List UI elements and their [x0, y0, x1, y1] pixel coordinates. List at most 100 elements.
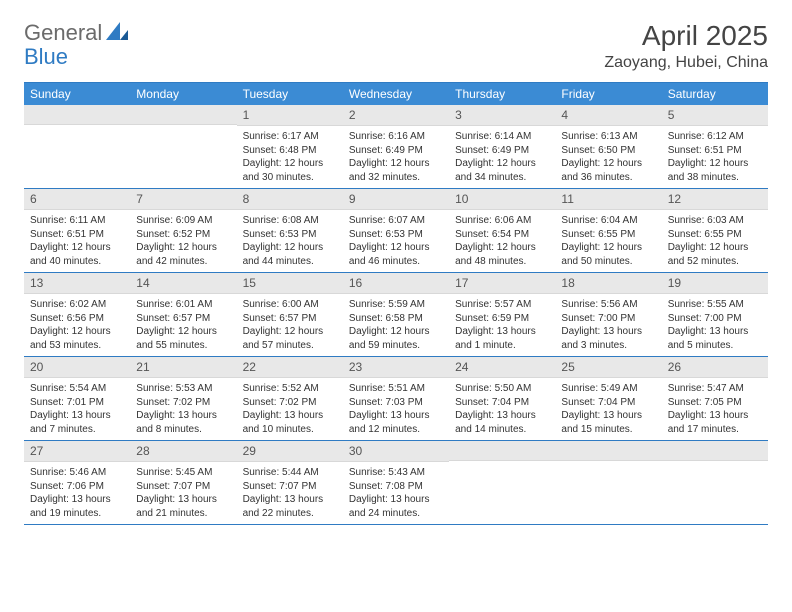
day-number — [130, 105, 236, 125]
day-line: Sunset: 7:02 PM — [136, 396, 230, 410]
day-cell: 14Sunrise: 6:01 AMSunset: 6:57 PMDayligh… — [130, 273, 236, 356]
day-cell: 19Sunrise: 5:55 AMSunset: 7:00 PMDayligh… — [662, 273, 768, 356]
day-line: Sunset: 6:56 PM — [30, 312, 124, 326]
day-line: Daylight: 13 hours — [561, 325, 655, 339]
day-cell: 11Sunrise: 6:04 AMSunset: 6:55 PMDayligh… — [555, 189, 661, 272]
day-number: 26 — [662, 357, 768, 378]
day-line: and 46 minutes. — [349, 255, 443, 269]
day-cell: 16Sunrise: 5:59 AMSunset: 6:58 PMDayligh… — [343, 273, 449, 356]
day-content: Sunrise: 6:03 AMSunset: 6:55 PMDaylight:… — [662, 210, 768, 272]
logo-triangle-icon — [106, 20, 128, 46]
weekday-friday: Friday — [555, 83, 661, 105]
day-number: 17 — [449, 273, 555, 294]
day-line: and 15 minutes. — [561, 423, 655, 437]
day-number — [662, 441, 768, 461]
logo-text-blue: Blue — [24, 44, 68, 70]
day-line: and 38 minutes. — [668, 171, 762, 185]
header: General April 2025 Zaoyang, Hubei, China — [24, 20, 768, 72]
day-line: Sunrise: 6:03 AM — [668, 214, 762, 228]
day-line: Sunset: 7:02 PM — [243, 396, 337, 410]
day-line: Sunrise: 5:47 AM — [668, 382, 762, 396]
day-number: 9 — [343, 189, 449, 210]
day-line: Sunrise: 5:45 AM — [136, 466, 230, 480]
day-line: Daylight: 12 hours — [561, 157, 655, 171]
day-line: Sunrise: 6:01 AM — [136, 298, 230, 312]
day-number: 15 — [237, 273, 343, 294]
week-row: 1Sunrise: 6:17 AMSunset: 6:48 PMDaylight… — [24, 105, 768, 189]
day-number: 11 — [555, 189, 661, 210]
day-content: Sunrise: 6:06 AMSunset: 6:54 PMDaylight:… — [449, 210, 555, 272]
day-line: Daylight: 13 hours — [561, 409, 655, 423]
week-row: 27Sunrise: 5:46 AMSunset: 7:06 PMDayligh… — [24, 441, 768, 525]
day-line: and 34 minutes. — [455, 171, 549, 185]
day-line: Sunrise: 5:51 AM — [349, 382, 443, 396]
day-cell: 13Sunrise: 6:02 AMSunset: 6:56 PMDayligh… — [24, 273, 130, 356]
logo-text-general: General — [24, 20, 102, 46]
day-line: and 32 minutes. — [349, 171, 443, 185]
day-line: Sunrise: 5:54 AM — [30, 382, 124, 396]
day-cell: 1Sunrise: 6:17 AMSunset: 6:48 PMDaylight… — [237, 105, 343, 188]
day-content: Sunrise: 6:16 AMSunset: 6:49 PMDaylight:… — [343, 126, 449, 188]
day-line: Sunset: 6:49 PM — [455, 144, 549, 158]
day-line: and 50 minutes. — [561, 255, 655, 269]
day-number: 16 — [343, 273, 449, 294]
day-line: Sunrise: 5:43 AM — [349, 466, 443, 480]
day-line: Sunrise: 5:49 AM — [561, 382, 655, 396]
day-line: Daylight: 13 hours — [136, 409, 230, 423]
day-line: Sunrise: 6:04 AM — [561, 214, 655, 228]
day-line: Daylight: 12 hours — [349, 157, 443, 171]
day-line: Sunset: 7:07 PM — [243, 480, 337, 494]
week-row: 6Sunrise: 6:11 AMSunset: 6:51 PMDaylight… — [24, 189, 768, 273]
day-line: Sunset: 6:51 PM — [668, 144, 762, 158]
day-content — [662, 461, 768, 469]
day-line: Sunrise: 5:52 AM — [243, 382, 337, 396]
day-line: Sunset: 6:58 PM — [349, 312, 443, 326]
day-line: Sunset: 7:01 PM — [30, 396, 124, 410]
day-line: Sunrise: 6:12 AM — [668, 130, 762, 144]
day-line: Daylight: 13 hours — [349, 409, 443, 423]
day-cell: 8Sunrise: 6:08 AMSunset: 6:53 PMDaylight… — [237, 189, 343, 272]
day-line: and 52 minutes. — [668, 255, 762, 269]
day-cell: 9Sunrise: 6:07 AMSunset: 6:53 PMDaylight… — [343, 189, 449, 272]
day-content: Sunrise: 5:54 AMSunset: 7:01 PMDaylight:… — [24, 378, 130, 440]
day-line: Daylight: 12 hours — [455, 241, 549, 255]
day-line: Sunrise: 5:44 AM — [243, 466, 337, 480]
day-line: Daylight: 12 hours — [243, 325, 337, 339]
day-cell: 10Sunrise: 6:06 AMSunset: 6:54 PMDayligh… — [449, 189, 555, 272]
day-line: Daylight: 13 hours — [136, 493, 230, 507]
day-line: Sunrise: 5:53 AM — [136, 382, 230, 396]
day-number: 6 — [24, 189, 130, 210]
day-content: Sunrise: 6:14 AMSunset: 6:49 PMDaylight:… — [449, 126, 555, 188]
day-content: Sunrise: 5:59 AMSunset: 6:58 PMDaylight:… — [343, 294, 449, 356]
day-content: Sunrise: 6:08 AMSunset: 6:53 PMDaylight:… — [237, 210, 343, 272]
day-content: Sunrise: 6:01 AMSunset: 6:57 PMDaylight:… — [130, 294, 236, 356]
day-line: Sunrise: 5:46 AM — [30, 466, 124, 480]
day-line: Daylight: 13 hours — [30, 493, 124, 507]
day-number: 19 — [662, 273, 768, 294]
weekday-monday: Monday — [130, 83, 236, 105]
day-number: 22 — [237, 357, 343, 378]
day-cell: 25Sunrise: 5:49 AMSunset: 7:04 PMDayligh… — [555, 357, 661, 440]
day-content: Sunrise: 5:56 AMSunset: 7:00 PMDaylight:… — [555, 294, 661, 356]
day-number: 5 — [662, 105, 768, 126]
weekday-saturday: Saturday — [662, 83, 768, 105]
title-block: April 2025 Zaoyang, Hubei, China — [604, 20, 768, 72]
day-line: and 12 minutes. — [349, 423, 443, 437]
day-number: 28 — [130, 441, 236, 462]
day-line: Daylight: 12 hours — [136, 325, 230, 339]
day-line: Sunset: 6:48 PM — [243, 144, 337, 158]
day-line: Sunrise: 5:57 AM — [455, 298, 549, 312]
day-content: Sunrise: 5:49 AMSunset: 7:04 PMDaylight:… — [555, 378, 661, 440]
weeks-container: 1Sunrise: 6:17 AMSunset: 6:48 PMDaylight… — [24, 105, 768, 525]
day-line: Sunrise: 5:56 AM — [561, 298, 655, 312]
day-line: Sunrise: 5:59 AM — [349, 298, 443, 312]
day-content: Sunrise: 5:45 AMSunset: 7:07 PMDaylight:… — [130, 462, 236, 524]
weekday-sunday: Sunday — [24, 83, 130, 105]
day-content: Sunrise: 5:47 AMSunset: 7:05 PMDaylight:… — [662, 378, 768, 440]
day-line: and 21 minutes. — [136, 507, 230, 521]
day-line: Daylight: 13 hours — [668, 325, 762, 339]
day-content: Sunrise: 6:09 AMSunset: 6:52 PMDaylight:… — [130, 210, 236, 272]
day-line: Sunrise: 6:08 AM — [243, 214, 337, 228]
day-line: and 36 minutes. — [561, 171, 655, 185]
day-number: 23 — [343, 357, 449, 378]
